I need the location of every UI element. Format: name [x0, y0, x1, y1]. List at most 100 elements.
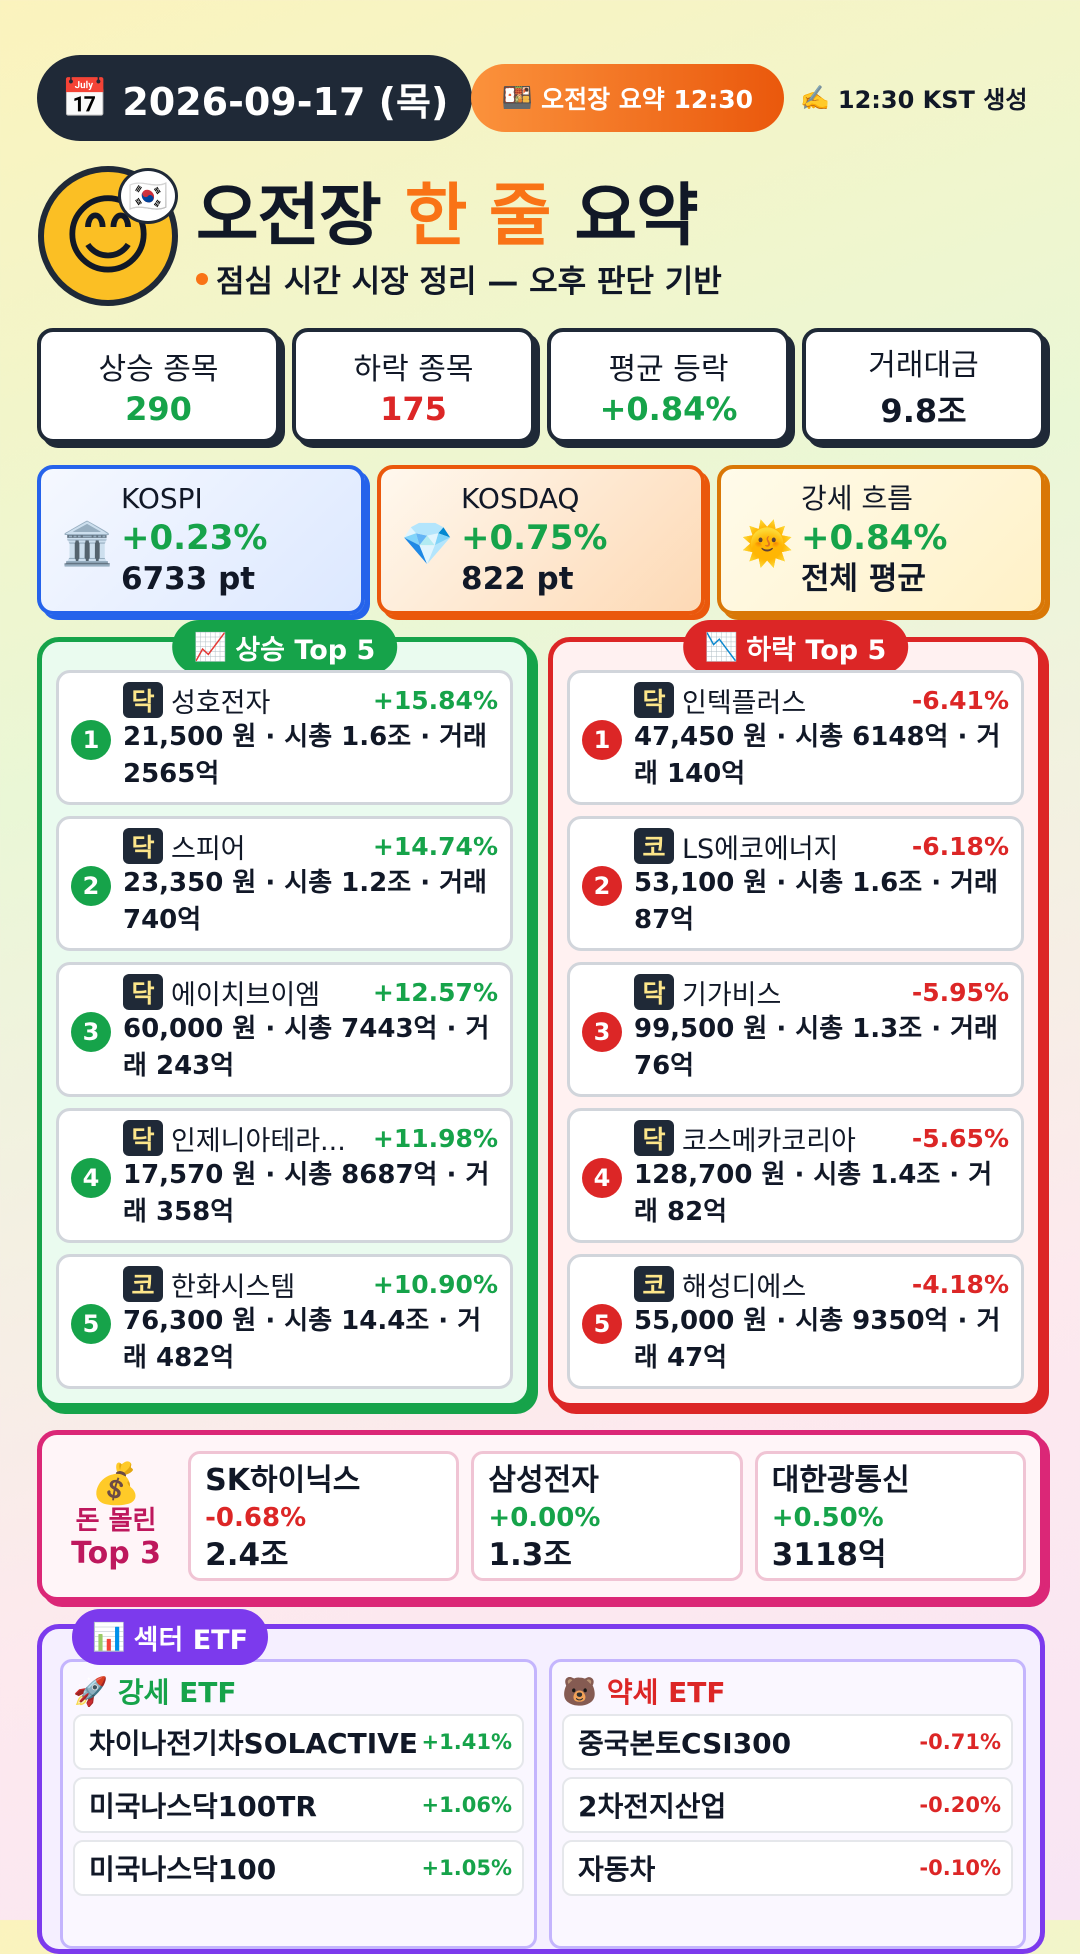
- etf-change: -0.10%: [919, 1856, 1001, 1880]
- index-level: 822 pt: [461, 561, 574, 597]
- rank: 5: [582, 1304, 622, 1344]
- rank: 1: [71, 720, 111, 760]
- subtitle: 점심 시간 시장 정리 — 오후 판단 기반: [196, 256, 722, 301]
- stock-detail: 60,000 원 · 시총 7443억 · 거래 243억: [123, 1014, 490, 1081]
- etf-sub: 🐻 약세 ETF 중국본토CSI300 -0.71% 2차전지산업 -0.20% 자동차 -0…: [549, 1659, 1026, 1949]
- stock-detail: 17,570 원 · 시총 8687억 · 거래 358억: [123, 1160, 490, 1227]
- stock-name: 기가비스: [682, 979, 782, 1011]
- index-change: +0.84%: [801, 518, 948, 558]
- etf: 📊 섹터 ETF 🚀 강세 ETF 차이나전기차SOLACTIVE +1.41% 미국나스닥…: [37, 1609, 1045, 1954]
- panel-icon: 📈: [193, 632, 228, 663]
- indices: 🏛️ KOSPI +0.23% 6733 pt 💎 KOSDAQ +0.75% 822 pt 🌞…: [37, 465, 1045, 615]
- etf-change: +1.41%: [421, 1730, 512, 1754]
- stock-detail: 128,700 원 · 시총 1.4조 · 거래 82억: [634, 1160, 993, 1227]
- stock-detail: 99,500 원 · 시총 1.3조 · 거래 76억: [634, 1014, 998, 1081]
- stock-name: 인텍플러스: [682, 687, 807, 719]
- etf-sub-icon: 🐻: [562, 1674, 597, 1708]
- stats: 상승 종목 290 하락 종목 175 평균 등락 +0.84% 거래대금 9.8조: [37, 328, 1045, 443]
- rank: 2: [71, 866, 111, 906]
- stock-detail: 55,000 원 · 시총 9350억 · 거래 47억: [634, 1306, 1001, 1373]
- market: 코: [123, 1266, 163, 1302]
- stock-detail: 23,350 원 · 시총 1.2조 · 거래 740억: [123, 868, 487, 935]
- market: 닥: [634, 974, 674, 1010]
- index-change: +0.23%: [121, 518, 268, 558]
- stat-card: 거래대금 9.8조: [802, 328, 1045, 443]
- stock-detail: 21,500 원 · 시총 1.6조 · 거래 2565억: [123, 722, 487, 789]
- stock-detail: 76,300 원 · 시총 14.4조 · 거래 482억: [123, 1306, 482, 1373]
- stock-card: 5 코 해성디에스 -4.18% 55,000 원 · 시총 9350억 · 거래 47…: [567, 1254, 1024, 1389]
- stock-detail: 47,450 원 · 시총 6148억 · 거래 140억: [634, 722, 1001, 789]
- money-amount: 1.3조: [488, 1537, 572, 1573]
- stock-card: 4 닥 인제니아테라... +11.98% 17,570 원 · 시총 8687억 · …: [56, 1108, 513, 1243]
- index-card: 🏛️ KOSPI +0.23% 6733 pt: [37, 465, 365, 615]
- date-pill: 📅 2026-09-17 (목): [37, 55, 473, 141]
- flag: 🇰🇷: [118, 168, 178, 224]
- stock-name: LS에코에너지: [682, 833, 839, 865]
- index-card: 💎 KOSDAQ +0.75% 822 pt: [377, 465, 705, 615]
- etf-row: 중국본토CSI300 -0.71%: [562, 1714, 1013, 1770]
- panel-title: 상승 Top 5: [235, 634, 376, 666]
- index-icon: 🏛️: [61, 519, 114, 568]
- etf-name: 자동차: [578, 1853, 656, 1886]
- money: 💰 돈 몰린 Top 3 SK하이닉스 -0.68% 2.4조 삼성전자 +0.00% 1.3조…: [37, 1430, 1045, 1602]
- stat-value: +0.84%: [599, 389, 738, 428]
- stock-card: 2 닥 스피어 +14.74% 23,350 원 · 시총 1.2조 · 거래 740억: [56, 816, 513, 951]
- index-name: KOSDAQ: [461, 482, 580, 515]
- stock-change: -5.95%: [911, 977, 1009, 1007]
- stock-card: 1 닥 성호전자 +15.84% 21,500 원 · 시총 1.6조 · 거래 256…: [56, 670, 513, 805]
- etf-row: 미국나스닥100 +1.05%: [73, 1840, 524, 1896]
- date-icon: 📅: [61, 75, 109, 120]
- stock-row: 코 한화시스템 +10.90%: [123, 1265, 498, 1303]
- money-card: SK하이닉스 -0.68% 2.4조: [188, 1451, 460, 1581]
- money-label: 💰 돈 몰린 Top 3: [56, 1461, 176, 1571]
- stock-name: 코스메카코리아: [682, 1125, 856, 1157]
- rank: 2: [582, 866, 622, 906]
- etf-icon: 📊: [92, 1622, 126, 1653]
- stock-name: 에이치브이엠: [171, 979, 321, 1011]
- stat-value: 175: [380, 389, 447, 428]
- generated: ✍️ 12:30 KST 생성: [800, 80, 1027, 115]
- badge-text: 오전장 요약 12:30: [541, 85, 754, 114]
- stock-row: 닥 에이치브이엠 +12.57%: [123, 973, 498, 1011]
- title-part: 오전장: [196, 177, 382, 256]
- rank: 5: [71, 1304, 111, 1344]
- stock-card: 3 닥 기가비스 -5.95% 99,500 원 · 시총 1.3조 · 거래 76억: [567, 962, 1024, 1097]
- money-l2: Top 3: [71, 1535, 161, 1571]
- etf-sub-text: 강세 ETF: [117, 1676, 237, 1709]
- stock-card: 5 코 한화시스템 +10.90% 76,300 원 · 시총 14.4조 · 거래 4…: [56, 1254, 513, 1389]
- stock-row: 닥 인텍플러스 -6.41%: [634, 681, 1009, 719]
- stock-row: 닥 기가비스 -5.95%: [634, 973, 1009, 1011]
- index-icon: 🌞: [741, 519, 794, 568]
- panel-tag: 📈 상승 Top 5: [171, 620, 398, 674]
- stock-name: 한화시스템: [171, 1271, 296, 1303]
- stock-card: 2 코 LS에코에너지 -6.18% 53,100 원 · 시총 1.6조 · 거래 8…: [567, 816, 1024, 951]
- date-text: 2026-09-17 (목): [122, 79, 449, 124]
- stock-change: -6.41%: [911, 685, 1009, 715]
- title-part: 한 줄: [404, 177, 552, 256]
- stock-row: 닥 코스메카코리아 -5.65%: [634, 1119, 1009, 1157]
- market: 닥: [123, 974, 163, 1010]
- stock-row: 코 해성디에스 -4.18%: [634, 1265, 1009, 1303]
- panel: 📈 상승 Top 5 1 닥 성호전자 +15.84% 21,500 원 · 시총 1.6조…: [37, 620, 532, 1408]
- generated-text: 12:30 KST 생성: [837, 86, 1028, 114]
- stock-row: 닥 성호전자 +15.84%: [123, 681, 498, 719]
- panel-icon: 📉: [704, 632, 739, 663]
- etf-row: 미국나스닥100TR +1.06%: [73, 1777, 524, 1833]
- etf-sub-icon: 🚀: [73, 1674, 108, 1708]
- index-change: +0.75%: [461, 518, 608, 558]
- stock-card: 4 닥 코스메카코리아 -5.65% 128,700 원 · 시총 1.4조 · 거래 …: [567, 1108, 1024, 1243]
- etf-sub-title: 🚀 강세 ETF: [73, 1668, 524, 1714]
- panel-title: 하락 Top 5: [746, 634, 887, 666]
- rank: 4: [582, 1158, 622, 1198]
- etf-title: 섹터 ETF: [133, 1624, 249, 1656]
- money-amount: 3118억: [771, 1537, 887, 1573]
- rank: 3: [582, 1012, 622, 1052]
- stock-card: 1 닥 인텍플러스 -6.41% 47,450 원 · 시총 6148억 · 거래 14…: [567, 670, 1024, 805]
- money-change: -0.68%: [205, 1503, 307, 1533]
- market: 닥: [634, 682, 674, 718]
- stock-name: 성호전자: [171, 687, 271, 719]
- etf-name: 2차전지산업: [578, 1790, 727, 1823]
- stat-label: 하락 종목: [353, 351, 474, 387]
- etf-change: -0.71%: [919, 1730, 1001, 1754]
- etf-name: 중국본토CSI300: [578, 1727, 792, 1760]
